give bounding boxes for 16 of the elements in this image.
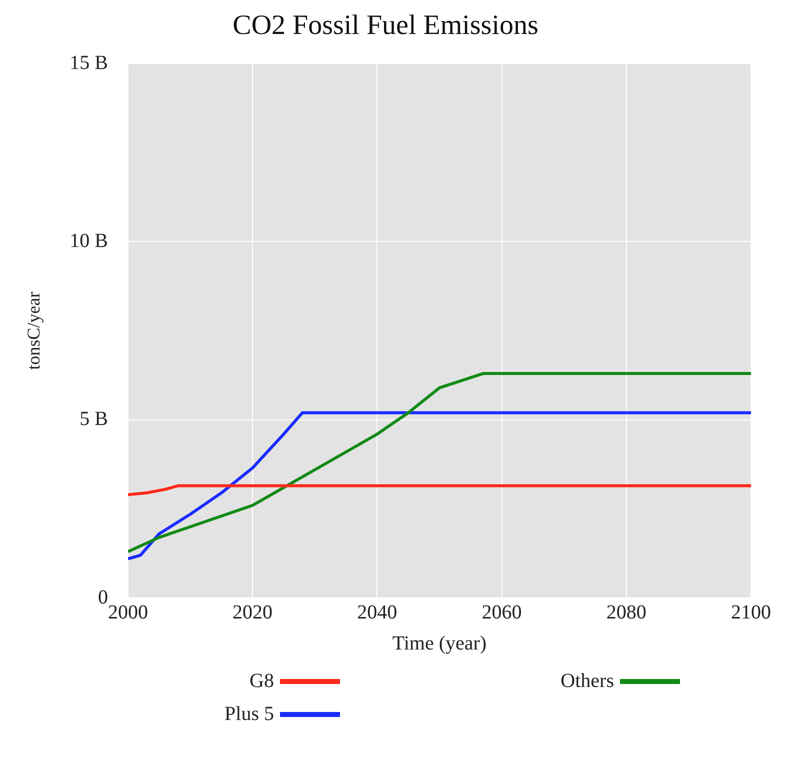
y-tick-label: 15 B	[70, 52, 108, 74]
y-axis-title: tonsC/year	[24, 292, 44, 370]
legend-label: G8	[250, 670, 274, 693]
legend-label: Plus 5	[224, 703, 274, 726]
y-tick-label: 0	[98, 586, 108, 608]
x-axis-title: Time (year)	[392, 632, 487, 654]
y-tick-label: 10 B	[70, 230, 108, 252]
x-tick-label: 2060	[482, 601, 522, 624]
x-tick-label: 2040	[357, 601, 398, 624]
x-tick-label: 2020	[232, 601, 273, 624]
x-tick-label: 2000	[108, 601, 148, 624]
x-tick-label: 2100	[731, 601, 771, 624]
y-tick-label: 5 B	[80, 408, 108, 430]
legend-label: Others	[560, 670, 614, 693]
chart-title: CO2 Fossil Fuel Emissions	[232, 10, 538, 42]
x-tick-label: 2080	[606, 601, 646, 624]
